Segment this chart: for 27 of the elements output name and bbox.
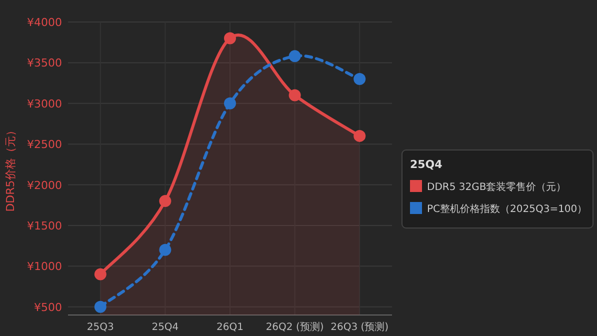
x-tick-label: 26Q3 (预测) [330, 321, 389, 333]
x-tick-label: 26Q1 [216, 322, 244, 333]
y-tick-label: ¥1000 [27, 260, 62, 274]
y-tick-label: ¥2500 [27, 138, 62, 152]
legend-label: PC整机价格指数（2025Q3=100） [427, 203, 588, 215]
y-tick-label: ¥3500 [27, 56, 62, 70]
point [288, 89, 301, 102]
point [159, 195, 172, 208]
point [354, 72, 366, 85]
legend-title: 25Q4 [410, 158, 443, 171]
legend-label: DDR5 32GB套装零售价（元） [427, 181, 566, 193]
x-tick-label: 25Q3 [86, 322, 114, 333]
y-tick-label: ¥2000 [27, 178, 62, 192]
point [94, 268, 106, 280]
y-tick-label: ¥3000 [27, 97, 62, 110]
point [94, 300, 106, 313]
y-tick-label: ¥500 [34, 300, 62, 314]
point [288, 50, 301, 62]
y-tick-label: ¥4000 [27, 16, 62, 29]
y-tick-label: ¥1500 [27, 219, 62, 232]
point [224, 32, 236, 44]
x-tick-label: 25Q4 [152, 322, 179, 333]
x-tick-label: 26Q2 (预测) [266, 321, 324, 333]
point [159, 244, 172, 256]
point [354, 130, 366, 142]
point [224, 97, 236, 110]
y-axis-title: DDR5价格（元） [4, 125, 17, 212]
